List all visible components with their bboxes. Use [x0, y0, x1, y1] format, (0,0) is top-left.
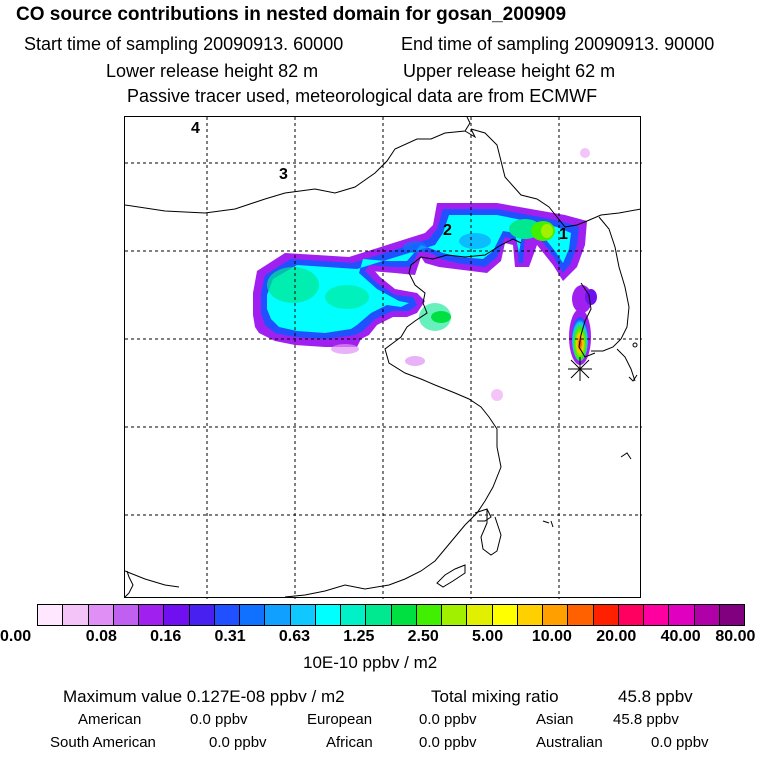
color-swatch	[341, 605, 367, 625]
region-name-south-american: South American	[50, 734, 156, 751]
total-mixing-ratio-value: 45.8 ppbv	[618, 687, 693, 706]
region-name-australian: Australian	[536, 734, 603, 751]
color-swatch	[467, 605, 493, 625]
color-scale-tick-label: 0.31	[214, 628, 246, 645]
color-scale-tick-label: 20.00	[596, 628, 637, 645]
region-value-african: 0.0 ppbv	[419, 734, 477, 751]
color-scale-tick-label: 10.00	[531, 628, 572, 645]
total-mixing-ratio-label: Total mixing ratio	[431, 687, 559, 706]
map-label-3: 3	[279, 166, 288, 183]
color-swatch	[214, 605, 240, 625]
region-value-american: 0.0 ppbv	[190, 711, 248, 728]
color-swatch	[265, 605, 291, 625]
color-swatch	[164, 605, 190, 625]
color-scale-bar	[37, 604, 745, 626]
color-swatch	[290, 605, 316, 625]
map-label-1: 1	[559, 226, 568, 243]
maximum-value-label: Maximum value 0.127E-08 ppbv / m2	[63, 687, 345, 706]
region-name-american: American	[78, 711, 142, 728]
color-swatch	[88, 605, 114, 625]
color-swatch	[113, 605, 139, 625]
color-swatch	[63, 605, 89, 625]
color-scale-tick-label: 1.25	[343, 628, 375, 645]
color-scale-tick-label: 0.00	[0, 628, 32, 645]
start-time-label: Start time of sampling 20090913. 60000	[24, 34, 344, 54]
source-contribution-map: 4 3 2 1	[124, 116, 642, 599]
concentration-plume	[253, 148, 597, 401]
end-time-label: End time of sampling 20090913. 90000	[401, 34, 715, 54]
color-swatch	[543, 605, 569, 625]
map-label-2: 2	[443, 222, 452, 239]
color-swatch	[315, 605, 341, 625]
color-swatch	[240, 605, 266, 625]
lower-release-height-label: Lower release height 82 m	[106, 61, 319, 81]
color-swatch	[644, 605, 670, 625]
coastlines	[125, 117, 642, 598]
color-swatch	[694, 605, 720, 625]
color-scale-tick-label: 0.16	[150, 628, 182, 645]
region-value-european: 0.0 ppbv	[419, 711, 477, 728]
color-scale-tick-label: 0.63	[278, 628, 311, 645]
region-name-european: European	[307, 711, 373, 728]
color-swatch	[618, 605, 644, 625]
color-swatch	[189, 605, 215, 625]
map-label-4: 4	[191, 120, 200, 137]
tracer-note: Passive tracer used, meteorological data…	[127, 86, 598, 106]
color-swatch	[517, 605, 543, 625]
color-swatch	[568, 605, 594, 625]
color-swatch	[492, 605, 518, 625]
region-value-asian: 45.8 ppbv	[613, 711, 679, 728]
color-swatch	[139, 605, 165, 625]
color-swatch	[593, 605, 619, 625]
receptor-star-icon	[568, 357, 592, 381]
color-scale-tick-label: 80.00	[715, 628, 756, 645]
color-scale-unit: 10E-10 ppbv / m2	[303, 653, 438, 672]
color-swatch	[442, 605, 468, 625]
region-name-asian: Asian	[536, 711, 574, 728]
color-scale-tick-label: 2.50	[407, 628, 439, 645]
color-swatch	[669, 605, 695, 625]
color-swatch	[366, 605, 392, 625]
color-scale-tick-label: 40.00	[660, 628, 701, 645]
color-swatch	[38, 605, 64, 625]
plot-title: CO source contributions in nested domain…	[16, 4, 567, 25]
color-swatch	[391, 605, 417, 625]
region-value-south-american: 0.0 ppbv	[209, 734, 267, 751]
color-scale-tick-label: 0.08	[85, 628, 117, 645]
color-scale-tick-label: 5.00	[471, 628, 504, 645]
color-swatch	[416, 605, 442, 625]
region-value-australian: 0.0 ppbv	[651, 734, 709, 751]
color-swatch	[719, 605, 744, 625]
region-name-african: African	[326, 734, 373, 751]
upper-release-height-label: Upper release height 62 m	[403, 61, 616, 81]
lat-lon-grid	[125, 117, 642, 599]
